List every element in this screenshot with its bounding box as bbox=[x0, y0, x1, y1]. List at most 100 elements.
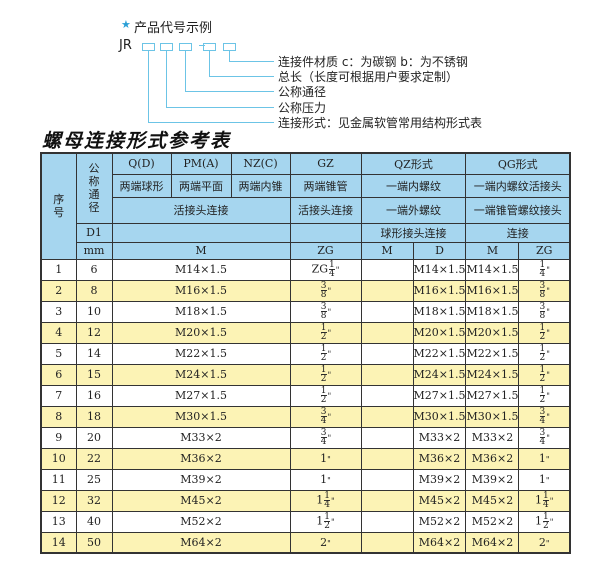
cell-gz-zg: 1 2 " bbox=[289, 363, 362, 386]
fraction-denominator: 4 bbox=[320, 437, 327, 447]
cell-qz-d: M36×2 bbox=[412, 447, 467, 470]
code-dash bbox=[199, 45, 205, 46]
cell-gz-zg: 1 2 " bbox=[289, 342, 362, 365]
fraction-numerator: 3 bbox=[320, 281, 327, 291]
inch-mark: " bbox=[545, 476, 550, 485]
fraction-denominator: 2 bbox=[320, 332, 327, 342]
fraction-denominator: 2 bbox=[320, 353, 327, 363]
cell-qg-zg: 1" bbox=[518, 447, 571, 470]
header-gz-union: 活接头连接 bbox=[289, 196, 362, 224]
cell-nominal-diameter: 20 bbox=[75, 426, 113, 449]
inch-mark: " bbox=[327, 391, 332, 401]
cell-qz-m bbox=[360, 342, 414, 365]
cell-qg-m: M30×1.5 bbox=[465, 405, 520, 428]
header-gz-desc: 两端锥管 bbox=[289, 173, 362, 198]
cell-thread-m: M16×1.5 bbox=[111, 279, 291, 302]
table-row: 1 6 M14×1.5 ZG 1 4 " M14×1.5 M14×1.5 1 4 " bbox=[40, 258, 571, 281]
table-row: 12 32 M45×2 1 1 4 " M45×2 M45×2 1 1 4 " bbox=[40, 489, 571, 512]
label-length: 总长（长度可根据用户要求定制） bbox=[278, 70, 459, 84]
cell-nominal-diameter: 50 bbox=[75, 531, 113, 554]
cell-qg-m: M64×2 bbox=[465, 531, 520, 554]
fraction-numerator: 1 bbox=[539, 344, 546, 354]
cell-qz-m bbox=[360, 384, 414, 407]
inch-mark: " bbox=[546, 349, 550, 359]
cell-qz-d: M64×2 bbox=[412, 531, 467, 554]
cell-seq: 7 bbox=[40, 384, 77, 407]
fraction-numerator: 1 bbox=[324, 512, 331, 522]
whole-part: 1 bbox=[538, 452, 546, 465]
cell-seq: 11 bbox=[40, 468, 77, 491]
cell-seq: 12 bbox=[40, 489, 77, 512]
fraction-denominator: 4 bbox=[539, 269, 546, 279]
table-row: 5 14 M22×1.5 1 2 " M22×1.5 M22×1.5 1 2 " bbox=[40, 342, 571, 365]
cell-thread-m: M18×1.5 bbox=[111, 300, 291, 323]
cell-qz-d: M27×1.5 bbox=[412, 384, 467, 407]
cell-qz-m bbox=[360, 510, 414, 533]
cell-qg-zg: 3 8 " bbox=[518, 279, 571, 302]
cell-seq: 4 bbox=[40, 321, 77, 344]
fraction-numerator: 3 bbox=[320, 428, 327, 438]
cell-qg-m: M27×1.5 bbox=[465, 384, 520, 407]
cell-nominal-diameter: 25 bbox=[75, 468, 113, 491]
fraction-denominator: 4 bbox=[539, 416, 546, 426]
inch-mark: " bbox=[546, 391, 550, 401]
whole-part: 2 bbox=[538, 535, 546, 549]
header-qg: QG形式 bbox=[465, 152, 571, 175]
cell-seq: 2 bbox=[40, 279, 77, 302]
table-row: 2 8 M16×1.5 3 8 " M16×1.5 M16×1.5 3 8 " bbox=[40, 279, 571, 302]
inch-mark: " bbox=[327, 412, 332, 422]
fraction-denominator: 4 bbox=[329, 269, 335, 279]
inch-mark: " bbox=[546, 286, 550, 296]
cell-qz-d: M52×2 bbox=[412, 510, 467, 533]
leader-line bbox=[209, 76, 274, 77]
fraction-denominator: 8 bbox=[539, 311, 546, 321]
code-prefix: JR bbox=[119, 38, 132, 53]
cell-gz-zg: 1 1 2 " bbox=[289, 510, 362, 533]
cell-qg-m: M20×1.5 bbox=[465, 321, 520, 344]
whole-part: 1 bbox=[535, 514, 543, 528]
header-qg-desc3: 连接 bbox=[465, 222, 571, 243]
cell-gz-zg: 3 4 " bbox=[289, 426, 362, 449]
table-row: 9 20 M33×2 3 4 " M33×2 M33×2 3 4 " bbox=[40, 426, 571, 449]
header-nz: NZ(C) bbox=[230, 152, 291, 175]
cell-nominal-diameter: 8 bbox=[75, 279, 113, 302]
cell-qg-zg: 2" bbox=[518, 531, 571, 554]
fraction-denominator: 8 bbox=[320, 290, 327, 300]
cell-qz-d: M14×1.5 bbox=[412, 258, 467, 281]
inch-mark: " bbox=[327, 476, 331, 485]
cell-qz-d: M16×1.5 bbox=[412, 279, 467, 302]
cell-thread-m: M20×1.5 bbox=[111, 321, 291, 344]
fraction-denominator: 2 bbox=[539, 353, 546, 363]
cell-qz-m bbox=[360, 405, 414, 428]
cell-qg-zg: 3 8 " bbox=[518, 300, 571, 323]
cell-qg-zg: 1 2 " bbox=[518, 342, 571, 365]
label-material: 连接件材质 c：为碳钢 b：为不锈钢 bbox=[278, 55, 468, 69]
cell-seq: 14 bbox=[40, 531, 77, 554]
fraction-numerator: 1 bbox=[539, 323, 546, 333]
header-qz-m: M bbox=[360, 241, 414, 260]
fraction-denominator: 8 bbox=[320, 311, 327, 321]
fraction-numerator: 3 bbox=[320, 302, 327, 312]
header-m: M bbox=[111, 241, 291, 260]
cell-qg-zg: 1 1 4 " bbox=[518, 489, 571, 512]
leader-line bbox=[185, 50, 186, 91]
cell-qz-m bbox=[360, 279, 414, 302]
header-qd-desc: 两端球形 bbox=[111, 173, 172, 198]
inch-mark: " bbox=[327, 328, 332, 338]
leader-line bbox=[166, 107, 274, 108]
cell-nominal-diameter: 18 bbox=[75, 405, 113, 428]
cell-nominal-diameter: 40 bbox=[75, 510, 113, 533]
cell-nominal-diameter: 32 bbox=[75, 489, 113, 512]
fraction-denominator: 2 bbox=[543, 521, 549, 531]
cell-thread-m: M14×1.5 bbox=[111, 258, 291, 281]
cell-qz-m bbox=[360, 300, 414, 323]
fraction-denominator: 2 bbox=[320, 395, 327, 405]
cell-thread-m: M30×1.5 bbox=[111, 405, 291, 428]
